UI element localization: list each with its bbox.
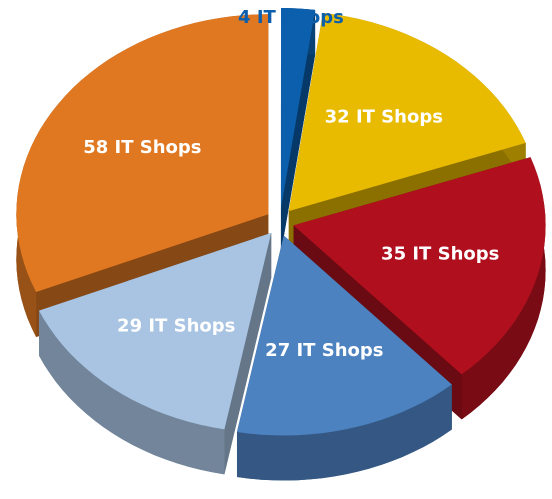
slice	[288, 13, 526, 212]
slice	[16, 14, 269, 293]
data-label: 58 IT Shops	[83, 137, 201, 158]
slice	[237, 235, 452, 436]
data-label: 35 IT Shops	[381, 244, 499, 265]
slice	[39, 232, 272, 430]
data-label: 29 IT Shops	[117, 315, 235, 336]
slice	[280, 8, 316, 209]
slice-side	[39, 310, 225, 475]
data-label: 27 IT Shops	[265, 340, 383, 361]
slice	[293, 157, 546, 375]
data-label: 4 IT Shops	[238, 7, 344, 28]
slice-wall	[280, 9, 316, 254]
slice-side	[237, 384, 452, 481]
data-label: 32 IT Shops	[325, 107, 443, 128]
slice-wall	[224, 232, 272, 475]
